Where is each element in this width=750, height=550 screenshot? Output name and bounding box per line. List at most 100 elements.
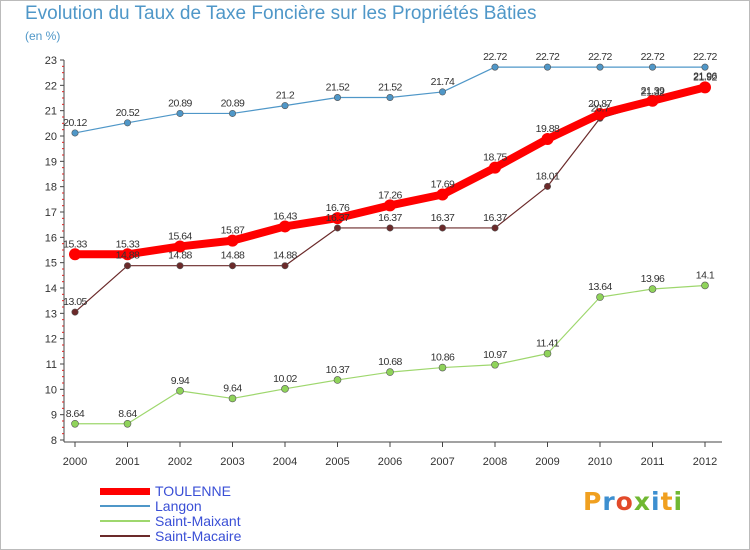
data-point-toulenne [121,248,134,261]
data-label-langon: 22.72 [588,51,612,63]
data-label-langon: 21.74 [431,76,455,88]
x-tick-label: 2004 [273,456,297,468]
data-point-langon [648,63,656,71]
data-label-langon: 22.72 [483,51,507,63]
data-point-toulenne [331,212,344,225]
series-line-saint-maixant [75,284,706,425]
y-tick-label: 9 [51,410,57,422]
data-label-saint-maixant: 14.1 [696,269,715,281]
data-point-langon [333,93,341,101]
data-point-toulenne [69,248,81,261]
data-point-saint-maixant [281,385,289,393]
legend-swatch-saint-macaire [100,535,150,537]
y-tick-label: 13 [45,308,57,320]
data-label-saint-macaire: 14.88 [168,250,192,262]
data-point-saint-maixant [123,419,132,428]
data-label-saint-maixant: 11.41 [536,338,560,350]
x-tick-label: 2007 [430,456,454,468]
x-tick-label: 2003 [220,456,244,468]
data-point-saint-macaire [229,262,237,270]
y-tick-label: 8 [51,435,57,447]
data-point-toulenne [541,133,554,146]
x-tick-label: 2012 [693,456,717,468]
data-point-langon [491,63,499,71]
data-point-langon [386,93,394,101]
data-point-saint-maixant [648,285,657,293]
data-label-saint-macaire: 16.37 [483,212,507,224]
legend-swatch-saint-maixant [100,520,150,522]
data-label-langon: 20.12 [63,117,87,129]
data-label-saint-macaire: 16.37 [431,212,455,224]
data-label-langon: 20.89 [221,97,245,109]
x-tick-label: 2002 [168,456,192,468]
data-point-toulenne [436,188,449,201]
data-label-langon: 21.2 [276,90,295,102]
data-point-saint-macaire [333,224,341,232]
data-point-toulenne [384,199,396,212]
x-tick-label: 2006 [378,456,402,468]
line-chart: 8 9 10 11 12 13 14 15 16 17 18 19 20 21 22 23 2000 2001 20… [45,51,722,468]
y-tick-label: 22 [45,80,57,92]
data-label-saint-maixant: 8.64 [66,408,85,420]
chart-subtitle: (en %) [25,29,61,43]
data-label-toulenne: 16.43 [273,210,297,222]
data-label-langon: 21.52 [378,81,402,93]
y-tick-label: 18 [45,182,57,194]
proxiti-logo: Proxiti [583,487,684,516]
data-point-langon [229,109,237,117]
data-label-saint-maixant: 8.64 [118,408,137,420]
data-label-toulenne: 21.39 [641,85,665,97]
data-point-toulenne [594,107,606,120]
data-label-toulenne: 17.69 [431,179,455,191]
data-label-langon: 22.72 [536,51,560,63]
data-label-saint-macaire: 13.05 [63,296,87,308]
x-tick-label: 2001 [115,456,139,468]
x-tick-label: 2000 [63,456,87,468]
data-label-langon: 20.89 [168,97,192,109]
y-tick-label: 23 [45,55,57,67]
y-tick-label: 16 [45,232,57,244]
y-tick-label: 17 [45,207,57,219]
data-point-toulenne [279,220,291,233]
data-label-saint-macaire: 14.88 [116,250,140,262]
data-label-saint-macaire: 14.88 [221,250,245,262]
y-tick-label: 15 [45,258,57,270]
data-point-langon [438,88,446,96]
data-label-langon: 20.52 [116,107,140,119]
data-label-saint-maixant: 10.37 [326,364,350,376]
y-tick-label: 20 [45,131,57,143]
data-point-langon [176,109,184,117]
data-point-saint-macaire [386,224,394,232]
data-point-langon [596,63,604,71]
data-point-saint-macaire [281,262,289,270]
data-point-saint-maixant [491,360,499,369]
y-tick-label: 10 [45,384,57,396]
data-point-saint-maixant [438,363,447,372]
data-label-toulenne: 20.87 [588,98,612,110]
data-point-toulenne [226,234,239,247]
data-point-toulenne [699,81,711,94]
data-point-saint-maixant [543,349,552,358]
legend-label-toulenne: TOULENNE [155,483,231,499]
data-point-saint-macaire [124,262,132,270]
data-point-saint-maixant [701,281,709,290]
data-label-saint-macaire: 14.88 [273,250,297,262]
data-point-saint-maixant [71,419,79,428]
data-point-saint-maixant [176,387,184,395]
data-point-toulenne [489,161,501,174]
data-label-saint-maixant: 9.94 [171,375,190,387]
data-labels-layer: 15.33 15.33 15.64 15.87 16.43 16.76 17.26 17.69… [63,51,718,420]
data-label-saint-macaire: 21.96 [693,70,717,82]
data-label-toulenne: 15.87 [221,225,245,237]
data-label-saint-maixant: 10.86 [431,352,455,364]
data-point-saint-maixant [386,368,394,376]
data-label-saint-macaire: 21.32 [641,87,665,99]
series-layer [69,63,711,428]
data-point-toulenne [646,94,659,107]
x-tick-label: 2008 [483,456,507,468]
y-tick-label: 21 [45,106,57,118]
data-label-saint-macaire: 16.37 [378,212,402,224]
legend-swatch-langon [100,505,150,507]
data-label-langon: 21.52 [326,81,350,93]
chart-axes: 8 9 10 11 12 13 14 15 16 17 18 19 20 21 22 23 2000 2001 20… [45,55,722,468]
